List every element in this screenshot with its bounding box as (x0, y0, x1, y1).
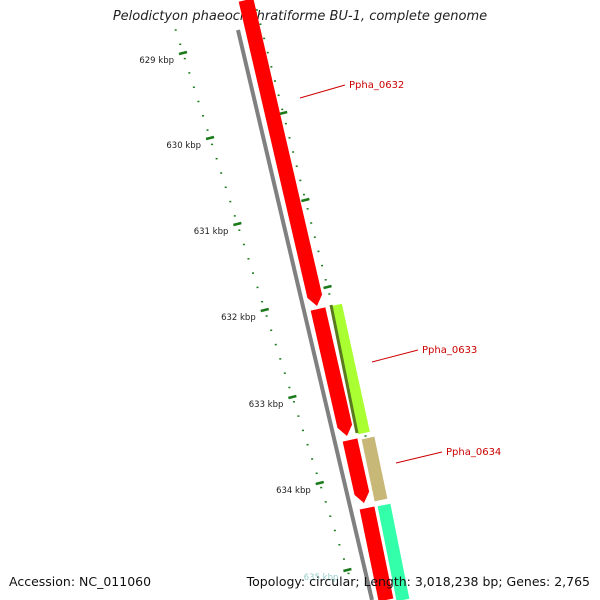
gene-labels: Ppha_0632 Ppha_0633 Ppha_0634 (299, 80, 501, 464)
gene-label: Ppha_0632 (349, 80, 404, 91)
feature-track (238, 0, 410, 600)
ruler-label: 631 kbp (194, 227, 229, 237)
genome-summary-text: Topology: circular; Length: 3,018,238 bp… (246, 574, 590, 589)
gene-feature-red (359, 506, 394, 600)
ruler-major-tick (315, 480, 325, 486)
ruler-major-tick (343, 567, 352, 573)
gene-feature-red (342, 438, 370, 503)
gene-label: Ppha_0633 (422, 345, 477, 356)
backbone-line (236, 29, 374, 600)
ruler-major-tick (288, 394, 297, 400)
ruler-major-tick (323, 284, 332, 290)
ruler-label: 632 kbp (221, 313, 256, 323)
gene-label-leader (395, 451, 443, 464)
genome-backbone (236, 29, 374, 600)
ruler-major-tick (278, 110, 288, 116)
gene-feature-ppha-0633 (330, 303, 370, 435)
ruler-label: 634 kbp (276, 486, 311, 496)
ruler-major-tick (233, 221, 242, 227)
ruler-label: 635 kbp (304, 573, 339, 583)
map-title: Pelodictyon phaeoclathratiforme BU-1, co… (112, 9, 488, 24)
ruler-label: 629 kbp (139, 56, 174, 66)
ruler-label: 633 kbp (249, 400, 284, 410)
accession-text: Accession: NC_011060 (9, 574, 152, 589)
ruler-major-tick (178, 50, 188, 56)
gene-feature-red (310, 307, 353, 436)
gene-feature-shadow (329, 304, 359, 434)
gene-feature-ppha-0632 (238, 0, 323, 306)
gene-label: Ppha_0634 (446, 447, 501, 458)
gene-feature-cyan (377, 503, 410, 600)
ruler-label: 630 kbp (166, 141, 201, 151)
gene-feature-ppha-0634 (361, 436, 388, 502)
gene-label-leader (299, 84, 346, 99)
ruler-major-tick (301, 197, 310, 203)
gene-label-leader (371, 349, 419, 363)
ruler-major-tick (205, 135, 215, 141)
ruler-major-tick (260, 307, 270, 313)
